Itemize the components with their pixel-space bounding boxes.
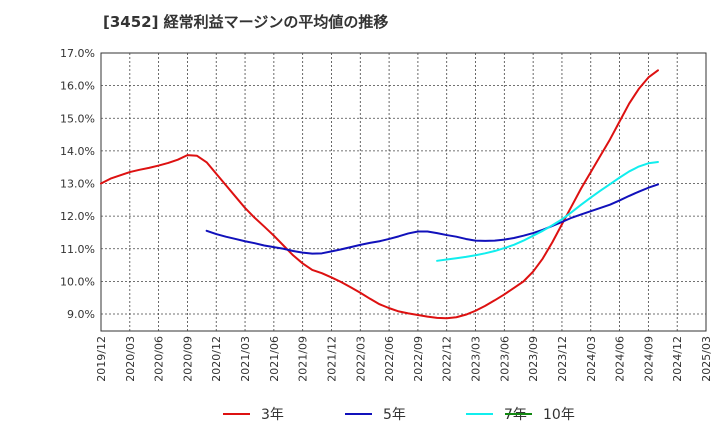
x-tick-label: 2020/06 bbox=[153, 336, 166, 382]
x-tick-label: 2024/12 bbox=[671, 336, 684, 382]
y-tick-label: 14.0% bbox=[60, 145, 95, 158]
y-tick-label: 16.0% bbox=[60, 80, 95, 93]
x-tick-label: 2023/03 bbox=[470, 336, 483, 382]
legend-item: 10年 bbox=[505, 407, 575, 423]
series-line-7年 bbox=[436, 160, 659, 262]
y-tick-label: 13.0% bbox=[60, 178, 95, 191]
y-tick-label: 11.0% bbox=[60, 243, 95, 256]
plot-area bbox=[100, 52, 707, 332]
legend-item: 3年 bbox=[223, 407, 284, 423]
y-tick-label: 15.0% bbox=[60, 112, 95, 125]
x-tick-label: 2022/12 bbox=[441, 336, 454, 382]
x-tick-label: 2024/06 bbox=[614, 336, 627, 382]
x-tick-label: 2019/12 bbox=[95, 336, 108, 382]
x-tick-label: 2022/09 bbox=[412, 336, 425, 382]
x-tick-label: 2023/09 bbox=[527, 336, 540, 382]
x-tick-label: 2020/12 bbox=[210, 336, 223, 382]
legend-label: 10年 bbox=[543, 407, 575, 423]
x-tick-label: 2020/03 bbox=[124, 336, 137, 382]
y-tick-label: 17.0% bbox=[60, 47, 95, 60]
x-tick-label: 2025/03 bbox=[700, 336, 713, 382]
series-line-5年 bbox=[205, 183, 659, 255]
x-axis-ticks: 2019/12 2020/03 2020/06 2020/09 2020/12 2021/… bbox=[95, 336, 713, 382]
x-tick-label: 2024/09 bbox=[642, 336, 655, 382]
x-tick-label: 2022/03 bbox=[354, 336, 367, 382]
legend-item: 5年 bbox=[345, 407, 406, 423]
x-tick-label: 2021/03 bbox=[239, 336, 252, 382]
x-tick-label: 2021/12 bbox=[325, 336, 338, 382]
legend-label: 3年 bbox=[261, 407, 284, 423]
series-line-3年 bbox=[100, 69, 659, 320]
y-tick-label: 9.0% bbox=[67, 308, 95, 321]
x-tick-label: 2021/09 bbox=[297, 336, 310, 382]
x-tick-label: 2023/06 bbox=[498, 336, 511, 382]
x-tick-label: 2022/06 bbox=[383, 336, 396, 382]
x-tick-label: 2023/12 bbox=[556, 336, 569, 382]
x-tick-label: 2021/06 bbox=[268, 336, 281, 382]
y-tick-label: 10.0% bbox=[60, 275, 95, 288]
legend-label: 5年 bbox=[383, 407, 406, 423]
x-tick-label: 2020/09 bbox=[181, 336, 194, 382]
chart-title: [3452] 経常利益マージンの平均値の推移 bbox=[103, 13, 389, 31]
series-lines bbox=[100, 69, 659, 320]
y-tick-label: 12.0% bbox=[60, 210, 95, 223]
legend: 3年5年7年10年 bbox=[223, 407, 575, 423]
x-tick-label: 2024/03 bbox=[585, 336, 598, 382]
grid-lines bbox=[101, 53, 706, 331]
y-axis-ticks: 9.0% 10.0% 11.0% 12.0% 13.0% 14.0% 15.0% 16.0% 1… bbox=[60, 47, 95, 321]
